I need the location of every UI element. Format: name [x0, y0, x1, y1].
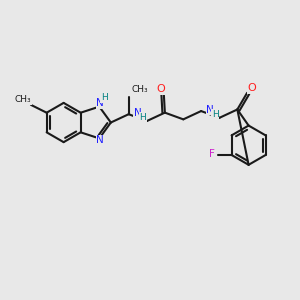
Text: N: N: [134, 108, 142, 118]
Text: H: H: [101, 93, 108, 102]
Text: O: O: [248, 83, 256, 93]
Text: N: N: [206, 104, 214, 115]
Text: CH₃: CH₃: [132, 85, 148, 94]
Text: N: N: [96, 98, 104, 108]
Text: N: N: [96, 135, 104, 146]
Text: F: F: [209, 149, 215, 159]
Text: H: H: [140, 113, 146, 122]
Text: O: O: [157, 84, 165, 94]
Text: H: H: [212, 110, 219, 119]
Text: CH₃: CH₃: [15, 95, 32, 104]
